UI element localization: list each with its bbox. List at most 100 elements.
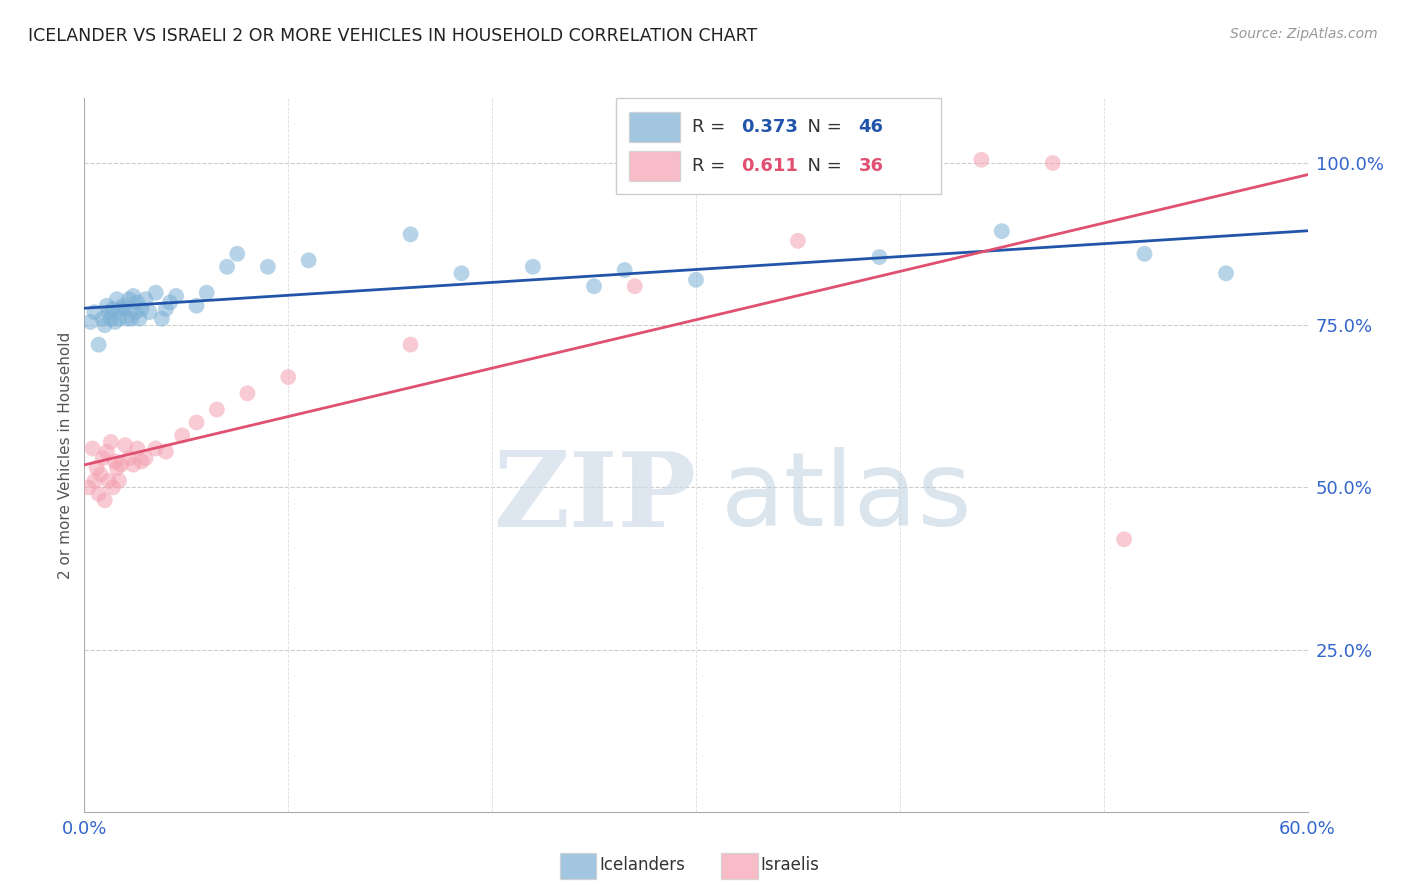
Point — [1133, 247, 1156, 261]
Point — [159, 295, 181, 310]
Point — [77, 480, 100, 494]
Point — [869, 250, 891, 264]
Text: ICELANDER VS ISRAELI 2 OR MORE VEHICLES IN HOUSEHOLD CORRELATION CHART: ICELANDER VS ISRAELI 2 OR MORE VEHICLES … — [28, 27, 758, 45]
Point — [91, 451, 114, 466]
Point — [205, 402, 228, 417]
Point — [155, 444, 177, 458]
Point — [186, 299, 208, 313]
Text: ZIP: ZIP — [494, 447, 696, 549]
Point — [522, 260, 544, 274]
Point — [155, 301, 177, 316]
Point — [150, 311, 173, 326]
Point — [97, 474, 120, 488]
Point — [226, 247, 249, 261]
Point — [128, 311, 150, 326]
Point — [135, 292, 157, 306]
Point — [120, 311, 142, 326]
Point — [110, 458, 132, 472]
Point — [90, 467, 112, 482]
Text: Source: ZipAtlas.com: Source: ZipAtlas.com — [1230, 27, 1378, 41]
Point — [186, 416, 208, 430]
Point — [135, 451, 157, 466]
FancyBboxPatch shape — [616, 98, 941, 194]
Point — [87, 337, 110, 351]
Point — [399, 337, 422, 351]
Y-axis label: 2 or more Vehicles in Household: 2 or more Vehicles in Household — [58, 331, 73, 579]
Point — [127, 442, 149, 456]
Point — [105, 461, 128, 475]
Point — [124, 305, 146, 319]
FancyBboxPatch shape — [628, 151, 681, 181]
Point — [82, 442, 104, 456]
Point — [118, 451, 141, 466]
Point — [399, 227, 422, 242]
Text: 46: 46 — [859, 118, 883, 136]
Text: 0.611: 0.611 — [741, 157, 799, 175]
Point — [96, 299, 118, 313]
Point — [104, 315, 127, 329]
Point — [145, 285, 167, 300]
Point — [112, 299, 135, 313]
Point — [1215, 266, 1237, 280]
Point — [450, 266, 472, 280]
Point — [889, 156, 911, 170]
Point — [101, 480, 124, 494]
Point — [583, 279, 606, 293]
Point — [93, 493, 117, 508]
Point — [195, 285, 218, 300]
Point — [100, 434, 122, 449]
Text: R =: R = — [692, 157, 737, 175]
Point — [787, 234, 810, 248]
Text: Icelanders: Icelanders — [599, 856, 685, 874]
Point — [101, 301, 124, 316]
Point — [165, 289, 187, 303]
Point — [122, 289, 145, 303]
Point — [91, 311, 114, 326]
Text: N =: N = — [796, 157, 848, 175]
Point — [131, 301, 153, 316]
Text: atlas: atlas — [720, 447, 972, 549]
Point — [298, 253, 321, 268]
Point — [236, 386, 259, 401]
Point — [172, 428, 194, 442]
Point — [145, 442, 167, 456]
Point — [115, 311, 138, 326]
Point — [79, 315, 101, 329]
Point — [96, 444, 118, 458]
Point — [108, 311, 131, 326]
Point — [217, 260, 239, 274]
Point — [131, 454, 153, 468]
Point — [104, 454, 127, 468]
Text: 36: 36 — [859, 157, 883, 175]
Point — [127, 295, 149, 310]
Point — [108, 474, 131, 488]
FancyBboxPatch shape — [628, 112, 681, 142]
Point — [1114, 533, 1136, 547]
Point — [624, 279, 647, 293]
Point — [991, 224, 1014, 238]
Point — [114, 438, 136, 452]
Point — [83, 305, 105, 319]
Point — [138, 305, 160, 319]
Point — [118, 292, 141, 306]
Text: Israelis: Israelis — [761, 856, 820, 874]
Point — [613, 263, 636, 277]
Point — [100, 311, 122, 326]
Text: R =: R = — [692, 118, 731, 136]
Point — [685, 273, 707, 287]
Point — [277, 370, 299, 384]
Point — [110, 301, 132, 316]
Point — [83, 474, 105, 488]
Point — [97, 305, 120, 319]
Point — [114, 301, 136, 316]
Point — [1042, 156, 1064, 170]
Point — [105, 292, 128, 306]
Text: N =: N = — [796, 118, 848, 136]
Point — [86, 461, 108, 475]
Point — [970, 153, 993, 167]
Point — [87, 487, 110, 501]
Point — [257, 260, 280, 274]
Point — [93, 318, 117, 333]
Text: 0.373: 0.373 — [741, 118, 799, 136]
Point — [122, 458, 145, 472]
